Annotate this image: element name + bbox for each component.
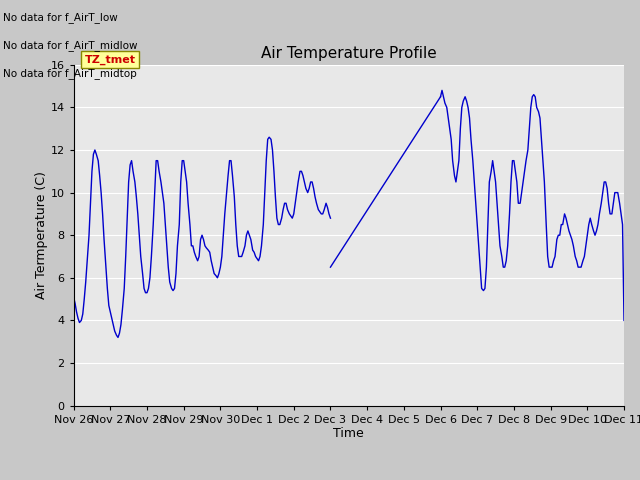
Y-axis label: Air Termperature (C): Air Termperature (C)	[35, 171, 47, 299]
Text: No data for f_AirT_midlow: No data for f_AirT_midlow	[3, 40, 138, 51]
Legend: AirT 22m: AirT 22m	[295, 479, 403, 480]
Text: TZ_tmet: TZ_tmet	[84, 55, 136, 65]
Text: No data for f_AirT_low: No data for f_AirT_low	[3, 12, 118, 23]
Title: Air Temperature Profile: Air Temperature Profile	[261, 46, 436, 61]
Text: No data for f_AirT_midtop: No data for f_AirT_midtop	[3, 68, 137, 79]
X-axis label: Time: Time	[333, 427, 364, 441]
